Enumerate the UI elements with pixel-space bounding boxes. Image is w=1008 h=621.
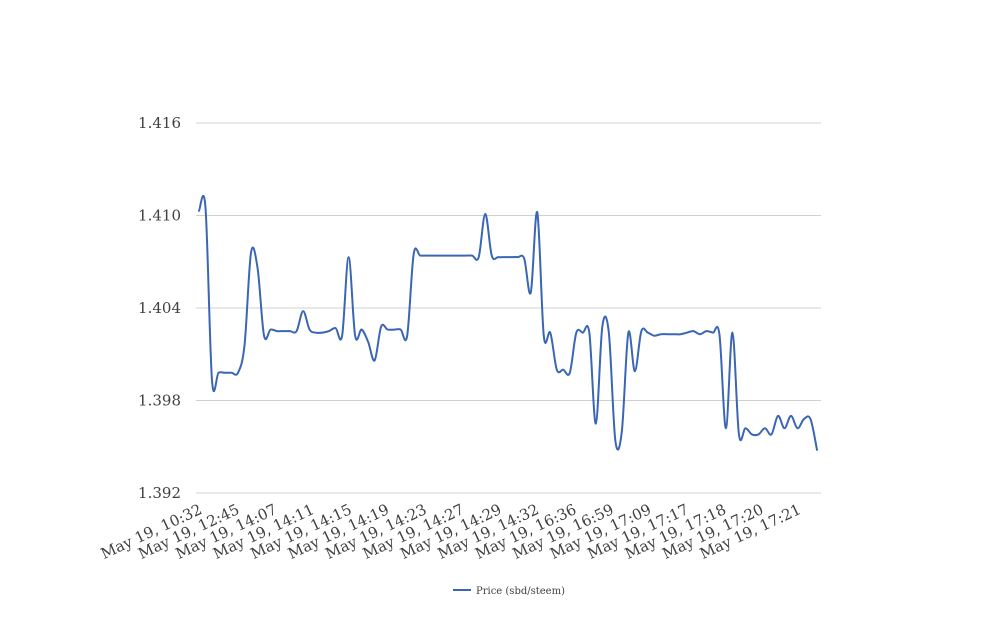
y-tick-label: 1.404 bbox=[138, 299, 181, 317]
series-layer bbox=[198, 195, 818, 451]
y-tick-label: 1.416 bbox=[138, 114, 181, 132]
legend[interactable]: Price (sbd/steem) bbox=[453, 586, 565, 597]
y-tick-label: 1.410 bbox=[138, 207, 181, 225]
y-tick-label: 1.392 bbox=[138, 484, 181, 502]
series-line-price[interactable] bbox=[198, 195, 818, 451]
y-tick-label: 1.398 bbox=[138, 392, 181, 410]
y-axis-ticks: 1.392 1.398 1.404 1.410 1.416 bbox=[138, 114, 181, 502]
legend-label: Price (sbd/steem) bbox=[476, 586, 565, 597]
gridlines bbox=[196, 122, 821, 494]
